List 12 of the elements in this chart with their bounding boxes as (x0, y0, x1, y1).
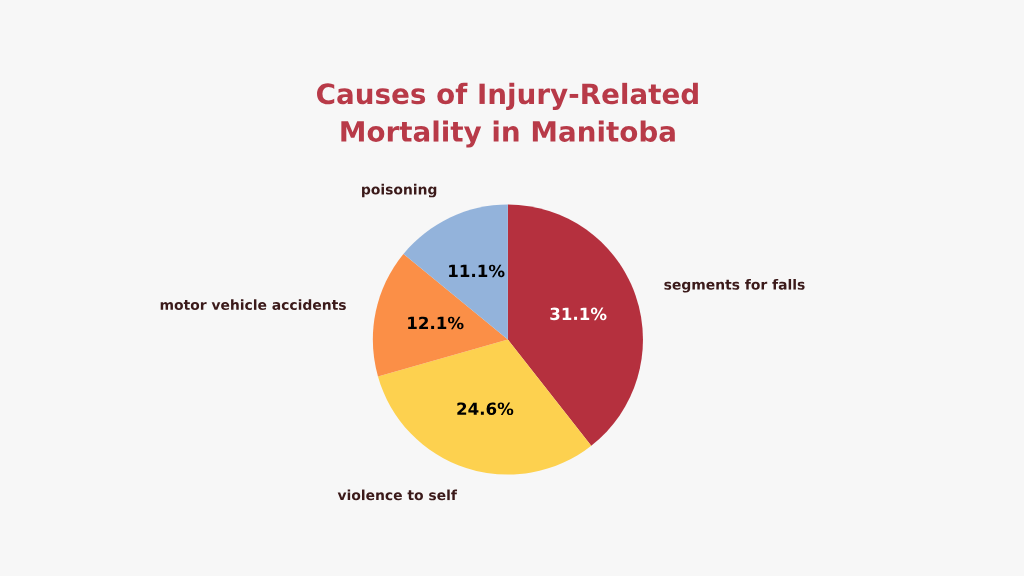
data-label: 12.1% (408, 316, 464, 330)
data-label: 24.6% (457, 402, 514, 416)
chart-title: Causes of Injury-Related Mortality in Manitoba (317, 82, 698, 148)
slice-label: poisoning (362, 183, 437, 198)
slice-label: segments for falls (664, 278, 805, 293)
data-label: 11.1% (449, 264, 505, 278)
pie-slice (403, 204, 508, 340)
slice-label: violence to self (337, 489, 458, 501)
slice-label: motor vehicle accidents (160, 299, 346, 311)
data-label: 31.1% (550, 307, 607, 321)
pie-slice (372, 253, 508, 377)
pie-slice (377, 339, 592, 475)
